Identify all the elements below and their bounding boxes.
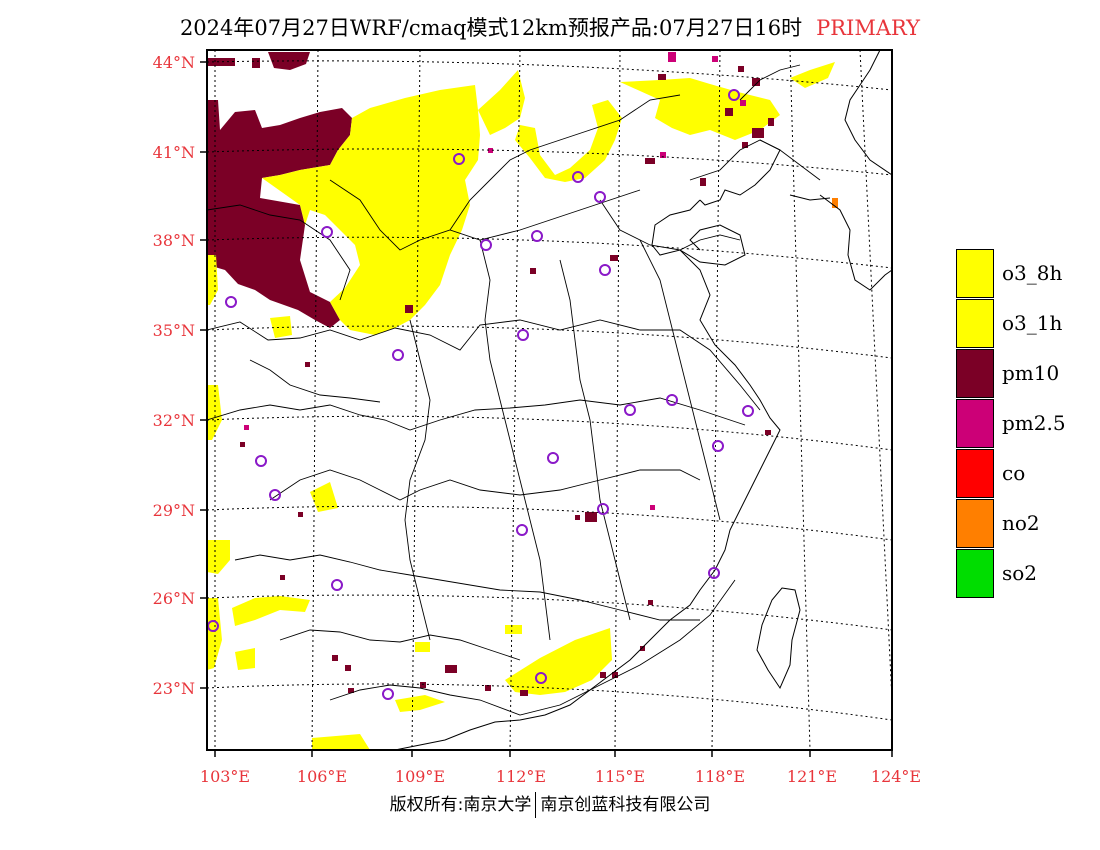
lat-label-35: 35°N xyxy=(153,321,195,340)
lon-label-121: 121°E xyxy=(787,767,837,786)
taiwan-outline xyxy=(756,587,801,690)
lat-label-38: 38°N xyxy=(153,231,195,250)
legend-swatch xyxy=(956,299,994,348)
longitude-labels: 103°E 106°E 109°E 112°E 115°E 118°E 121°… xyxy=(200,767,921,786)
lat-label-44: 44°N xyxy=(153,53,195,72)
lon-label-124: 124°E xyxy=(871,767,921,786)
legend-item-pm10: pm10 xyxy=(956,349,1086,399)
legend-item-o3-8h: o3_8h xyxy=(956,249,1086,299)
footer-copyright: 版权所有:南京大学 xyxy=(389,795,532,815)
legend-swatch xyxy=(956,499,994,548)
legend-label: so2 xyxy=(1002,561,1038,585)
lon-label-112: 112°E xyxy=(496,767,546,786)
legend-label: pm10 xyxy=(1002,361,1060,385)
lat-label-41: 41°N xyxy=(153,143,195,162)
legend-swatch xyxy=(956,349,994,398)
city-markers xyxy=(207,89,754,700)
footer-separator xyxy=(535,792,537,818)
latitude-labels: 44°N 41°N 38°N 35°N 32°N 29°N 26°N 23°N xyxy=(153,53,195,698)
legend-swatch xyxy=(956,549,994,598)
pm10-region-northwest xyxy=(207,52,352,328)
legend-label: o3_1h xyxy=(1002,311,1063,335)
legend-label: co xyxy=(1002,461,1026,485)
footer-company: 南京创蓝科技有限公司 xyxy=(540,795,711,815)
legend-swatch xyxy=(956,399,994,448)
lon-label-115: 115°E xyxy=(595,767,645,786)
lon-label-118: 118°E xyxy=(695,767,745,786)
pm25-speckles xyxy=(244,52,746,510)
pm-speckles xyxy=(240,58,774,696)
lat-label-23: 23°N xyxy=(153,679,195,698)
title-main: 2024年07月27日WRF/cmaq模式12km预报产品:07月27日16时 xyxy=(179,16,803,40)
legend-item-so2: so2 xyxy=(956,549,1086,599)
legend-label: o3_8h xyxy=(1002,261,1063,285)
legend-swatch xyxy=(956,449,994,498)
lon-label-109: 109°E xyxy=(395,767,445,786)
legend-item-co: co xyxy=(956,449,1086,499)
lon-label-103: 103°E xyxy=(200,767,250,786)
legend-swatch xyxy=(956,249,994,298)
lat-label-29: 29°N xyxy=(153,501,195,520)
legend-item-pm25: pm2.5 xyxy=(956,399,1086,449)
legend-item-no2: no2 xyxy=(956,499,1086,549)
lon-label-106: 106°E xyxy=(297,767,347,786)
no2-spot xyxy=(832,198,838,208)
legend-item-o3-1h: o3_1h xyxy=(956,299,1086,349)
legend-label: pm2.5 xyxy=(1002,411,1066,435)
legend-label: no2 xyxy=(1002,511,1040,535)
title-primary-tag: PRIMARY xyxy=(816,16,921,40)
coastline xyxy=(394,50,892,750)
copyright-footer: 版权所有:南京大学 南京创蓝科技有限公司 xyxy=(0,790,1100,818)
lat-label-26: 26°N xyxy=(153,589,195,608)
lat-label-32: 32°N xyxy=(153,411,195,430)
o3-region-north-china xyxy=(207,62,835,750)
graticule xyxy=(207,50,892,750)
map-frame xyxy=(206,49,893,751)
axis-ticks xyxy=(200,61,893,757)
map-title: 2024年07月27日WRF/cmaq模式12km预报产品:07月27日16时 P… xyxy=(0,12,1100,42)
